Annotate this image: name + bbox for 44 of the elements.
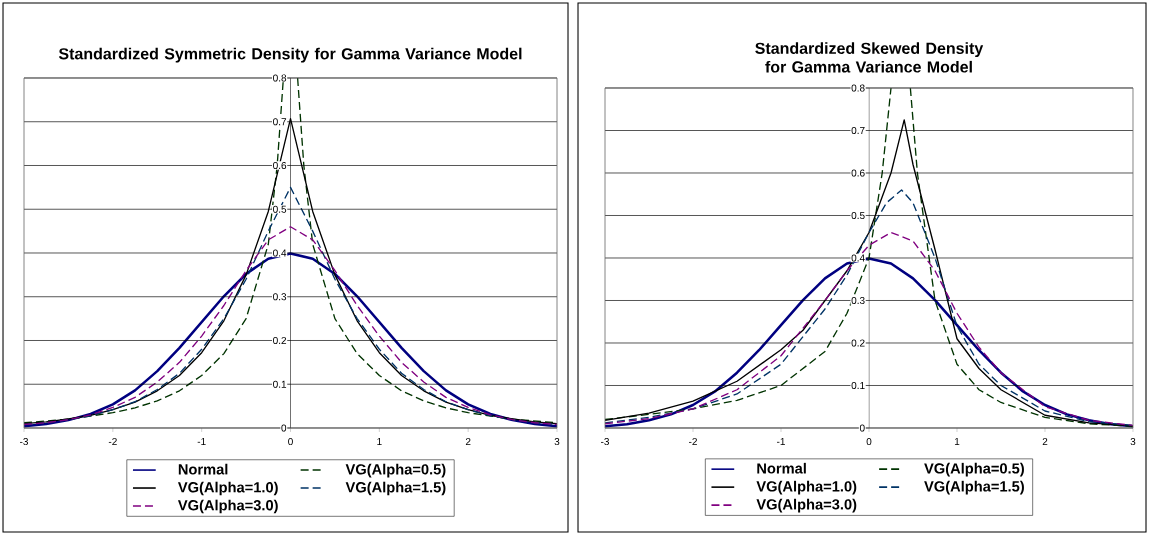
y-tick-label: 0 xyxy=(859,424,865,432)
legend-label: VG(Alpha=3.0) xyxy=(756,498,857,513)
y-tick-label: 0.6 xyxy=(851,169,865,177)
x-tick-label: 0 xyxy=(866,438,872,446)
x-tick-label: -1 xyxy=(197,438,206,445)
y-tick-label: 0.7 xyxy=(851,126,865,135)
x-tick-label: 3 xyxy=(554,438,560,446)
legend-label: VG(Alpha=1.0) xyxy=(177,481,278,496)
y-tick-label: 0.8 xyxy=(273,74,287,82)
x-tick-label: -2 xyxy=(108,438,117,446)
x-tick-label: -3 xyxy=(601,438,610,446)
legend-label: Normal xyxy=(757,462,806,474)
x-tick-label: 0 xyxy=(288,438,293,446)
y-tick-label: 0.4 xyxy=(273,249,287,257)
x-tick-label: 2 xyxy=(465,438,471,446)
y-tick-label: 0 xyxy=(281,424,287,432)
x-tick-label: 1 xyxy=(377,438,382,445)
legend-label: VG(Alpha=0.5) xyxy=(345,463,446,478)
legend-label: Normal xyxy=(178,463,228,475)
legend-label: VG(Alpha=1.5) xyxy=(345,481,446,496)
x-tick-label: 1 xyxy=(954,438,960,445)
chart-title: Standardized Skewed Density for Gamma Variance Model xyxy=(755,42,984,73)
x-tick-label: 3 xyxy=(1130,438,1136,446)
legend-label: VG(Alpha=0.5) xyxy=(924,462,1024,477)
y-tick-label: 0.2 xyxy=(851,339,865,347)
y-tick-label: 0.1 xyxy=(851,381,865,390)
x-tick-label: -3 xyxy=(20,438,29,446)
x-tick-label: -2 xyxy=(689,438,697,446)
legend-label: VG(Alpha=1.0) xyxy=(756,480,857,495)
y-tick-label: 0.2 xyxy=(273,336,287,345)
x-tick-label: -1 xyxy=(776,438,785,445)
y-tick-label: 0.6 xyxy=(273,161,287,170)
y-tick-label: 0.7 xyxy=(273,118,287,126)
y-tick-label: 0.4 xyxy=(851,254,865,262)
x-tick-label: 2 xyxy=(1042,438,1048,446)
legend-label: VG(Alpha=1.5) xyxy=(924,480,1024,495)
y-tick-label: 0.3 xyxy=(851,296,865,305)
chart-title: Standardized Symmetric Density for Gamma Variance Model xyxy=(58,47,522,63)
y-tick-label: 0.5 xyxy=(273,205,287,213)
y-tick-label: 0.5 xyxy=(851,211,865,220)
y-tick-label: 0.1 xyxy=(273,380,287,388)
y-tick-label: 0.3 xyxy=(273,293,287,301)
legend-label: VG(Alpha=3.0) xyxy=(177,499,278,514)
y-tick-label: 0.8 xyxy=(851,84,865,92)
